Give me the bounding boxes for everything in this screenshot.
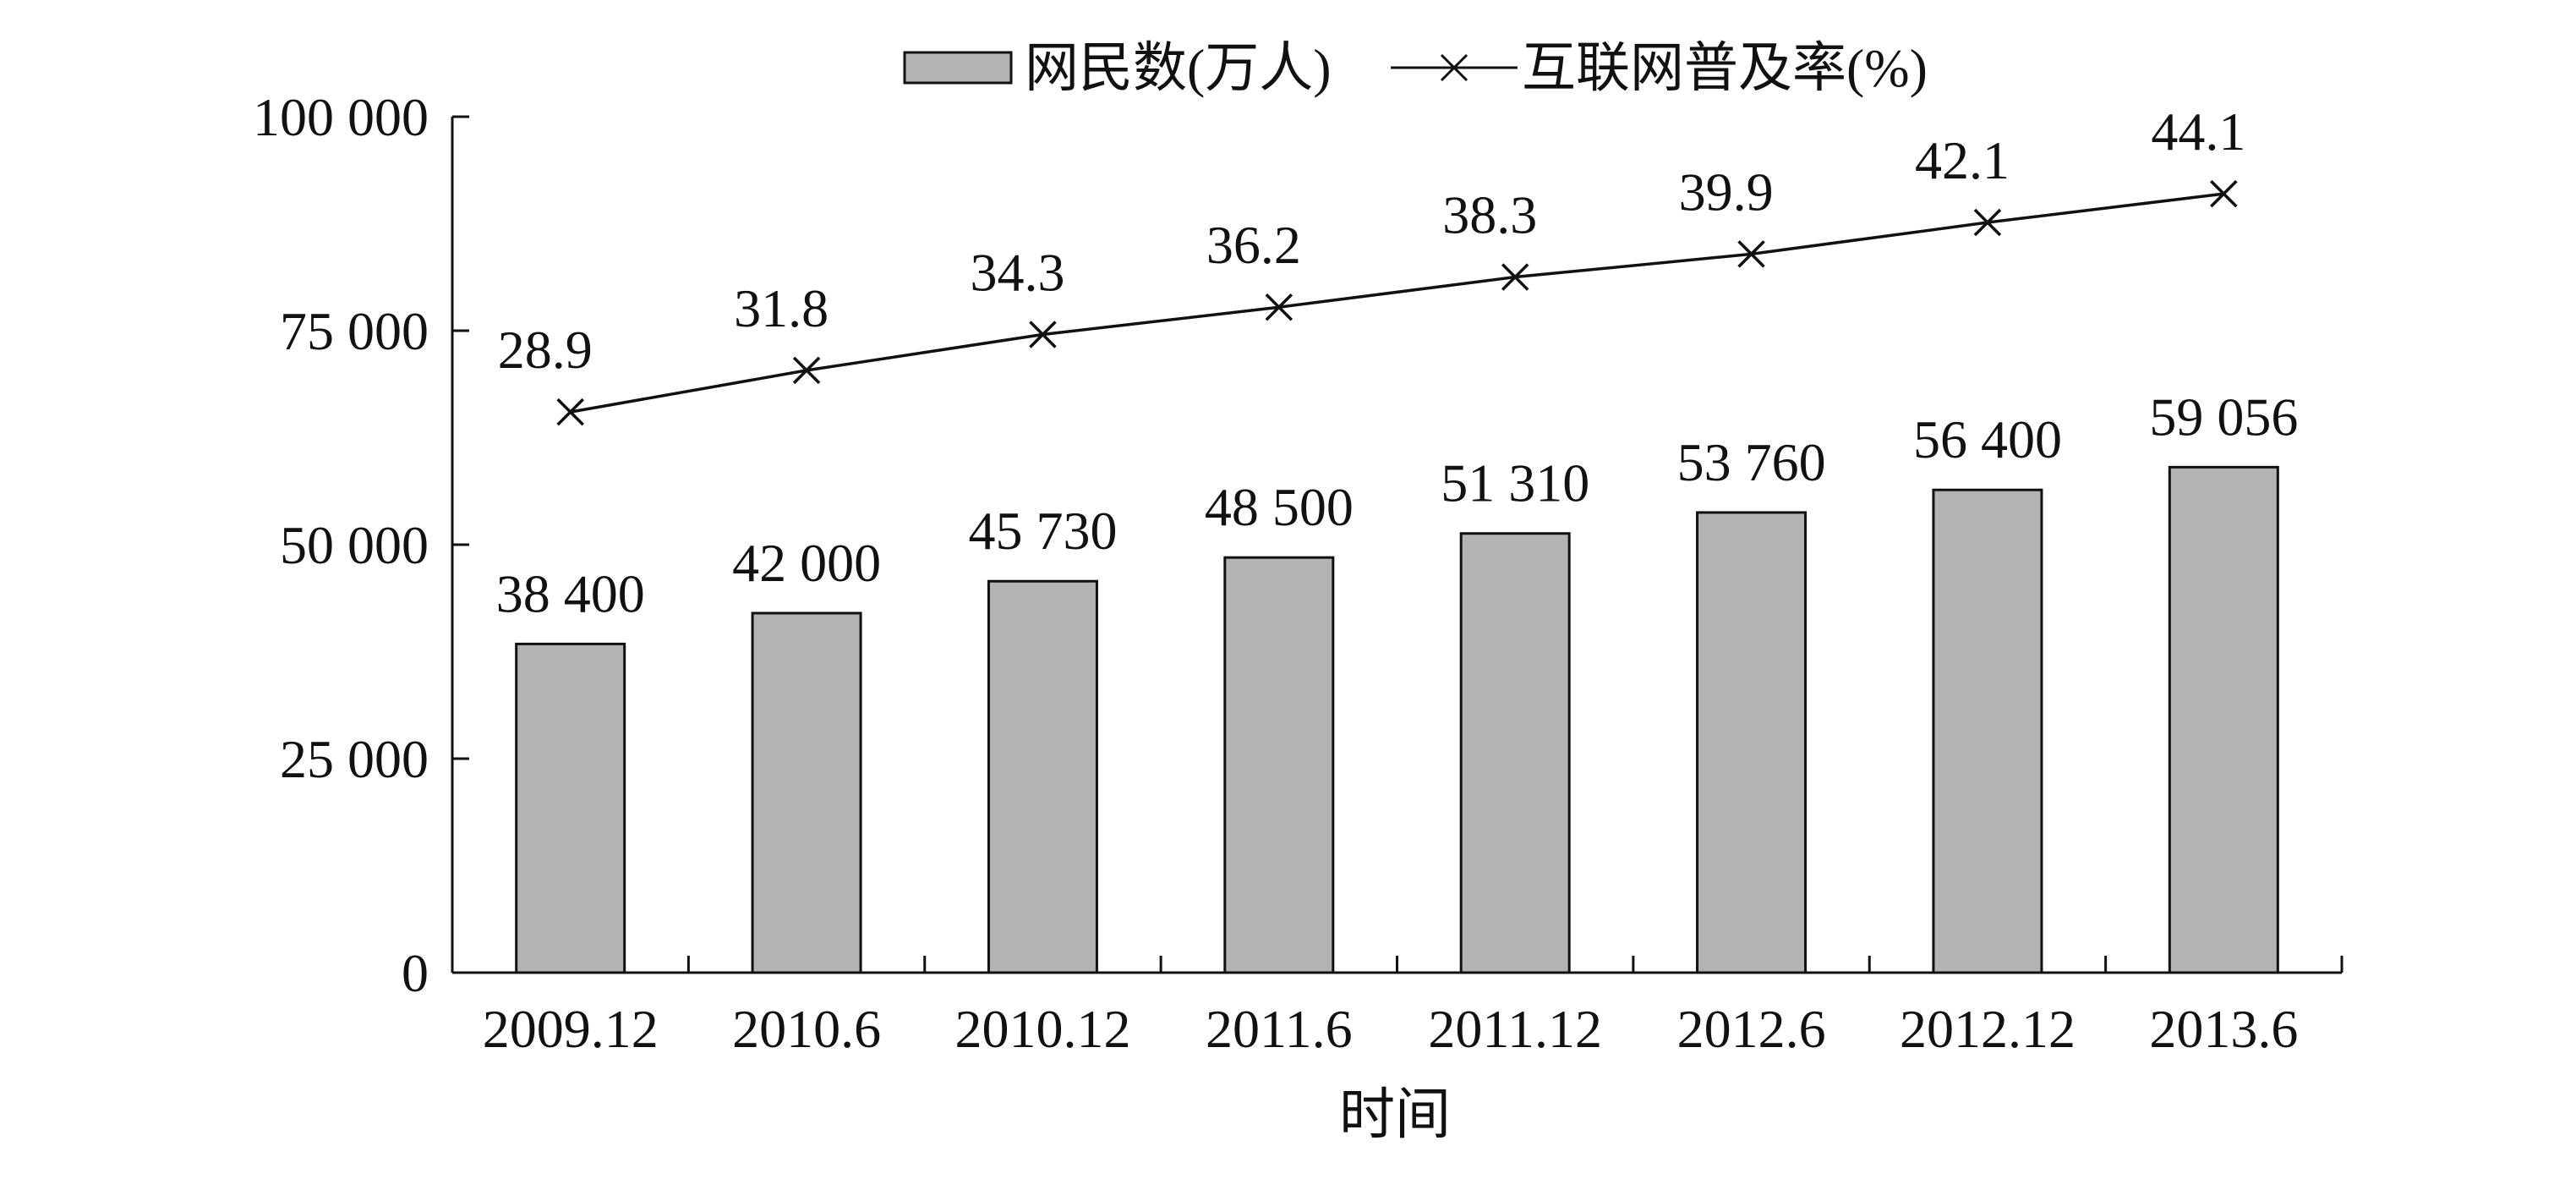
line-marker-stroke [1501,263,1529,291]
x-tick-label: 2012.6 [1677,999,1826,1059]
line-marker-stroke [1737,240,1765,268]
bar-value-label: 48 500 [1205,477,1354,537]
bar [2168,465,2279,974]
line-value-labels: 28.9 31.8 34.3 36.2 38.3 39.9 42.1 44.1 [498,101,2246,380]
line-marker [1501,263,1529,291]
x-tick-label: 2010.6 [732,999,881,1059]
bar [1223,556,1335,974]
y-tick-label: 25 000 [280,729,429,789]
line-value-label: 42.1 [1915,130,2010,190]
line-series [556,179,2238,426]
x-axis: 2009.12 2010.6 2010.12 2011.6 2011.12 2012.6 2… [451,956,2344,1059]
line-marker [2210,179,2238,208]
line-marker [1029,321,1057,348]
bar [751,611,862,974]
line-value-label: 28.9 [498,320,593,380]
bar-value-label: 42 000 [732,533,881,593]
line-value-label: 36.2 [1206,215,1301,275]
legend-line-marker-icon [1440,53,1468,82]
line-marker-stroke [792,356,821,385]
bar [1459,532,1571,974]
line-marker-stroke [1973,208,2002,237]
bar [987,579,1098,974]
bar-series [515,465,2279,974]
line-marker [1973,208,2002,237]
line-marker [1265,293,1293,321]
line-value-label: 31.8 [734,278,829,338]
line-marker-stroke [2210,179,2238,208]
series-line [570,192,2224,414]
bar-value-label: 59 056 [2149,387,2298,447]
line-marker [556,398,584,426]
line-value-label: 38.3 [1442,185,1537,245]
y-tick-label: 50 000 [280,515,429,575]
bar [1696,511,1808,974]
bar [1932,488,2043,974]
line-marker [792,356,821,385]
y-tick-label: 0 [402,943,429,1003]
x-tick-label: 2011.6 [1206,999,1353,1059]
line-marker-stroke [1265,293,1293,321]
x-tick-label: 2012.12 [1900,999,2076,1059]
bar-value-labels: 38 400 42 000 45 730 48 500 51 310 53 760 56 4… [496,387,2299,623]
x-tick-label: 2013.6 [2149,999,2298,1059]
bar [515,642,626,974]
x-tick-label: 2011.12 [1428,999,1602,1059]
line-marker-stroke [1029,321,1057,348]
line-marker [1737,240,1765,268]
x-tick-label: 2010.12 [954,999,1130,1059]
y-tick-label: 75 000 [280,301,429,361]
legend-swatch-bar [903,51,1013,85]
line-value-label: 39.9 [1679,162,1774,222]
y-tick-label: 100 000 [253,87,429,147]
bar-value-label: 45 730 [968,501,1117,561]
bar-value-label: 38 400 [496,563,645,623]
line-marker-stroke [556,398,584,426]
x-tick-label: 2009.12 [483,999,659,1059]
bar-value-label: 53 760 [1677,432,1826,492]
line-value-label: 44.1 [2151,101,2245,162]
legend-label-line: 互联网普及率(%) [1522,38,1928,98]
legend: 网民数(万人) 互联网普及率(%) [903,38,1928,98]
bar-value-label: 56 400 [1913,409,2062,469]
line-value-label: 34.3 [970,242,1064,302]
x-axis-title: 时间 [1339,1084,1451,1146]
y-axis: 0 25 000 50 000 75 000 100 000 [253,87,469,1003]
bar-value-label: 51 310 [1441,453,1589,513]
legend-label-bar: 网民数(万人) [1025,38,1332,98]
